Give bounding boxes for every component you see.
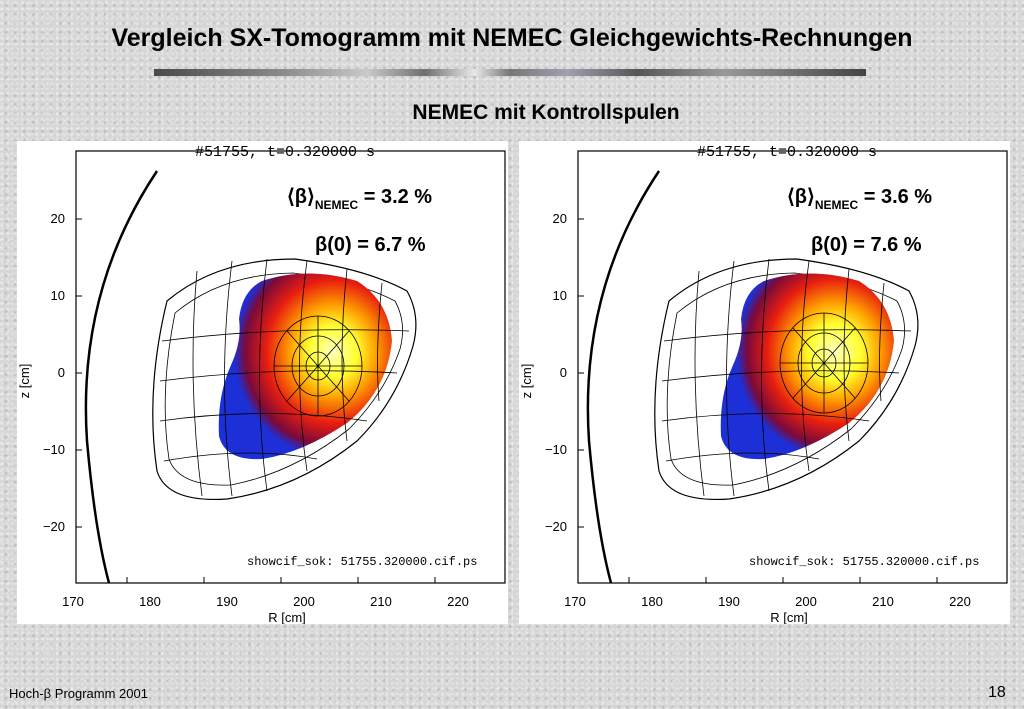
flux-mesh-outline [152, 258, 417, 501]
title-underline [154, 69, 866, 76]
y-tick-label: −20 [545, 519, 567, 534]
y-tick-label: 0 [58, 365, 65, 380]
plot-frame [75, 150, 506, 584]
vessel-wall [586, 170, 661, 584]
x-tick-label: 220 [949, 594, 971, 609]
flux-grid [661, 258, 912, 497]
plot-frame [577, 150, 1008, 584]
y-tick-label: −20 [43, 519, 65, 534]
slide-subtitle: NEMEC mit Kontrollspulen [412, 101, 680, 124]
x-tick-label: 200 [795, 594, 817, 609]
y-tick-label: −10 [545, 442, 567, 457]
plot-panel-left: #51755, t=0.320000 s 20 10 0 −10 −20 z [… [17, 141, 508, 624]
x-tick-label: 170 [62, 594, 84, 609]
tomogram-plot-right: #51755, t=0.320000 s 20 10 0 −10 −20 z [… [519, 141, 1010, 624]
x-tick-label: 170 [564, 594, 586, 609]
plot-header: #51755, t=0.320000 s [195, 144, 375, 161]
x-tick-label: 180 [641, 594, 663, 609]
x-axis-label: R [cm] [268, 610, 306, 624]
x-tick-label: 220 [447, 594, 469, 609]
x-tick-label: 210 [872, 594, 894, 609]
y-tick-label: −10 [43, 442, 65, 457]
flux-grid [159, 258, 410, 497]
y-tick-label: 20 [553, 211, 567, 226]
y-tick-label: 0 [560, 365, 567, 380]
plot-header: #51755, t=0.320000 s [697, 144, 877, 161]
plot-panel-right: #51755, t=0.320000 s 20 10 0 −10 −20 z [… [519, 141, 1010, 624]
x-axis-label: R [cm] [770, 610, 808, 624]
x-tick-label: 190 [718, 594, 740, 609]
beta-average-label: ⟨β⟩NEMEC = 3.2 % [287, 186, 432, 212]
footer-program: Hoch-β Programm 2001 [9, 686, 148, 701]
y-axis-label: z [cm] [519, 364, 534, 399]
file-label: showcif_sok: 51755.320000.cif.ps [749, 555, 979, 569]
tomogram-plot-left: #51755, t=0.320000 s 20 10 0 −10 −20 z [… [17, 141, 508, 624]
y-tick-label: 10 [553, 288, 567, 303]
y-tick-label: 20 [51, 211, 65, 226]
page-number: 18 [988, 684, 1006, 701]
vessel-wall [84, 170, 159, 584]
y-axis-label: z [cm] [17, 364, 32, 399]
x-tick-label: 210 [370, 594, 392, 609]
flux-mesh-outline [654, 258, 919, 501]
x-tick-label: 180 [139, 594, 161, 609]
y-tick-label: 10 [51, 288, 65, 303]
beta-zero-label: β(0) = 7.6 % [811, 234, 922, 256]
x-tick-label: 200 [293, 594, 315, 609]
file-label: showcif_sok: 51755.320000.cif.ps [247, 555, 477, 569]
emissivity-map [720, 273, 894, 460]
slide-title: Vergleich SX-Tomogramm mit NEMEC Gleichg… [111, 24, 913, 52]
x-tick-label: 190 [216, 594, 238, 609]
beta-average-label: ⟨β⟩NEMEC = 3.6 % [787, 186, 932, 212]
beta-zero-label: β(0) = 6.7 % [315, 234, 426, 256]
